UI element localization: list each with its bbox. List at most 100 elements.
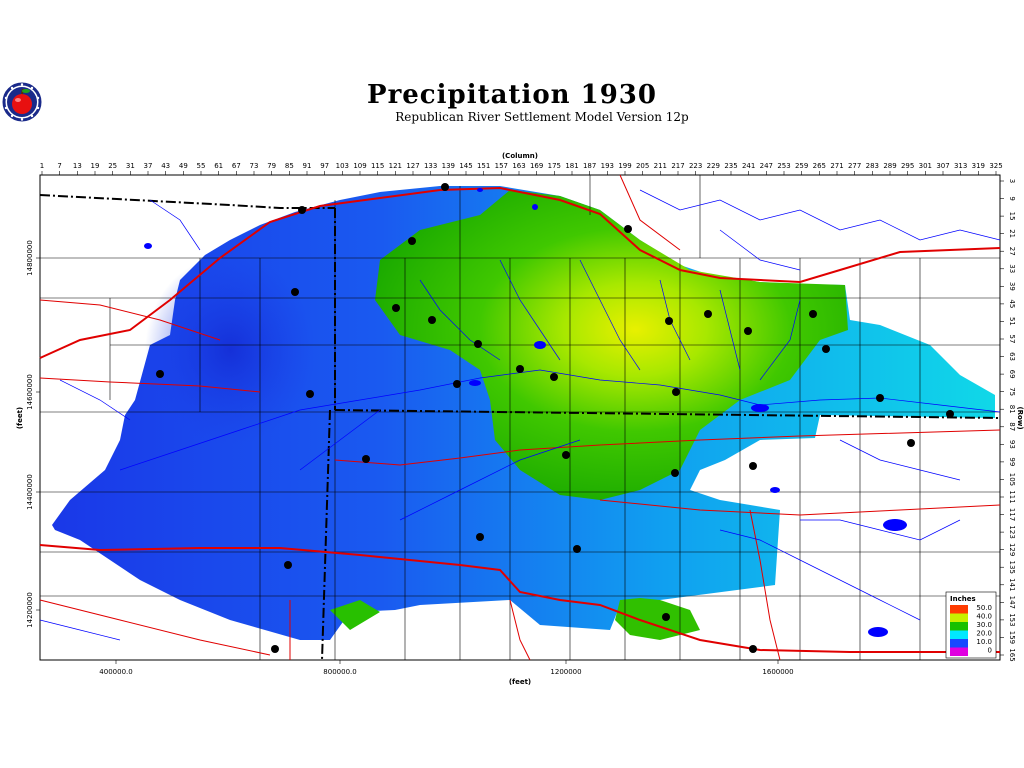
column-tick-label: 115 [371, 162, 384, 170]
station-marker [476, 533, 484, 541]
station-marker [749, 645, 757, 653]
row-tick-label: 129 [1008, 543, 1016, 556]
column-tick-label: 133 [424, 162, 437, 170]
station-marker [516, 365, 524, 373]
legend-label: 20.0 [976, 630, 992, 638]
column-tick-label: 61 [214, 162, 223, 170]
column-tick-label: 37 [144, 162, 153, 170]
legend-swatch [950, 613, 968, 622]
station-marker [392, 304, 400, 312]
row-tick-label: 123 [1008, 525, 1016, 538]
station-marker [671, 469, 679, 477]
column-tick-label: 295 [901, 162, 914, 170]
map-title: Precipitation 1930 [367, 80, 657, 110]
column-tick-label: 181 [565, 162, 578, 170]
station-marker [441, 183, 449, 191]
column-ticks: 1 7 13 19 25 31 37 43 49 55 61 67 73 79 85 91 97 103 109 11… [40, 162, 1003, 175]
x-tick-label: 1600000 [762, 668, 793, 676]
x-tick-label: 400000.0 [99, 668, 132, 676]
station-marker [624, 225, 632, 233]
apple-logo-icon [2, 82, 42, 122]
row-tick-label: 147 [1008, 596, 1016, 609]
legend-swatch [950, 630, 968, 639]
column-tick-label: 73 [250, 162, 259, 170]
column-tick-label: 169 [530, 162, 543, 170]
row-tick-label: 117 [1008, 508, 1016, 521]
station-marker [550, 373, 558, 381]
legend-label: 0 [988, 647, 992, 655]
column-tick-label: 229 [707, 162, 720, 170]
legend-swatch [950, 647, 968, 656]
station-marker [876, 394, 884, 402]
column-tick-label: 43 [161, 162, 170, 170]
row-tick-label: 165 [1008, 648, 1016, 661]
row-tick-label: 111 [1008, 490, 1016, 503]
column-tick-label: 271 [830, 162, 843, 170]
map-subtitle: Republican River Settlement Model Versio… [395, 110, 689, 124]
state-borders [39, 194, 1001, 661]
station-marker [291, 288, 299, 296]
station-marker [749, 462, 757, 470]
column-tick-label: 139 [442, 162, 455, 170]
column-tick-label: 85 [285, 162, 294, 170]
column-tick-label: 127 [406, 162, 419, 170]
column-tick-label: 283 [866, 162, 879, 170]
row-tick-label: 135 [1008, 561, 1016, 574]
y-ticks: 14800000 14600000 14400000 14200000 [26, 240, 40, 628]
legend: Inches 50.040.030.020.010.00 [945, 591, 997, 659]
station-marker [428, 316, 436, 324]
station-marker [298, 206, 306, 214]
legend-title: Inches [950, 595, 976, 603]
station-marker [822, 345, 830, 353]
column-tick-label: 31 [126, 162, 135, 170]
row-tick-label: 9 [1008, 196, 1016, 200]
column-tick-label: 193 [601, 162, 614, 170]
station-marker [362, 455, 370, 463]
column-tick-label: 313 [954, 162, 967, 170]
row-tick-label: 39 [1008, 282, 1016, 291]
legend-swatch [950, 622, 968, 631]
x-tick-label: 800000.0 [323, 668, 356, 676]
station-marker [704, 310, 712, 318]
column-tick-label: 187 [583, 162, 596, 170]
column-tick-label: 223 [689, 162, 702, 170]
reservoirs [144, 188, 907, 637]
y-axis-label: (feet) [16, 407, 24, 429]
legend-swatch [950, 605, 968, 614]
row-tick-label: 27 [1008, 247, 1016, 256]
column-tick-label: 259 [795, 162, 808, 170]
row-tick-label: 159 [1008, 631, 1016, 644]
legend-label: 50.0 [976, 604, 992, 612]
streams [39, 189, 1001, 641]
row-axis-label: (Row) [1016, 406, 1024, 429]
column-tick-label: 241 [742, 162, 755, 170]
row-tick-label: 87 [1008, 422, 1016, 431]
station-marker [271, 645, 279, 653]
row-tick-label: 3 [1008, 179, 1016, 183]
station-marker [809, 310, 817, 318]
column-tick-label: 19 [91, 162, 100, 170]
county-grid [40, 175, 1000, 660]
column-tick-label: 79 [267, 162, 276, 170]
column-tick-label: 217 [671, 162, 684, 170]
station-marker [408, 237, 416, 245]
column-tick-label: 199 [618, 162, 631, 170]
station-marker [306, 390, 314, 398]
station-marker [744, 327, 752, 335]
legend-label: 10.0 [976, 638, 992, 646]
row-tick-label: 63 [1008, 352, 1016, 361]
row-tick-label: 69 [1008, 370, 1016, 379]
row-tick-label: 51 [1008, 317, 1016, 326]
y-tick-label: 14600000 [26, 374, 34, 410]
row-tick-label: 75 [1008, 387, 1016, 396]
column-tick-label: 7 [57, 162, 61, 170]
weather-stations [156, 183, 954, 653]
column-axis-label: (Column) [502, 152, 538, 160]
column-tick-label: 235 [724, 162, 737, 170]
station-marker [453, 380, 461, 388]
legend-label: 30.0 [976, 621, 992, 629]
row-tick-label: 15 [1008, 212, 1016, 221]
column-tick-label: 121 [389, 162, 402, 170]
column-tick-label: 163 [512, 162, 525, 170]
